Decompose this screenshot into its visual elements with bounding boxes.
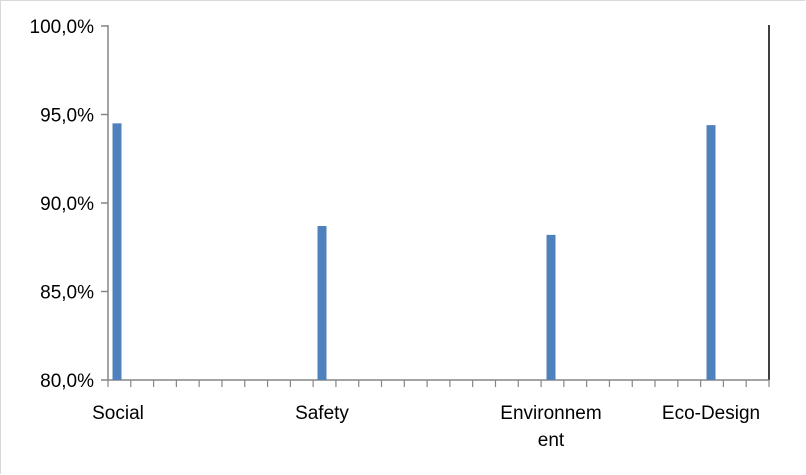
x-category-label: Eco-Design (662, 403, 760, 424)
labels: 80,0% 85,0% 90,0% 95,0% 100,0% Social Safety En… (30, 17, 761, 451)
y-tick-label: 80,0% (40, 371, 94, 392)
y-tick-label: 95,0% (40, 106, 94, 127)
axes (101, 25, 770, 387)
bar-social (112, 123, 122, 380)
x-category-label: Environnem (500, 403, 601, 424)
x-category-label: Social (92, 403, 144, 424)
bar-safety (317, 226, 327, 380)
bar-environnement (546, 234, 556, 380)
y-tick-label: 90,0% (40, 194, 94, 215)
x-category-label: Safety (295, 403, 349, 424)
y-tick-label: 85,0% (40, 283, 94, 304)
bar-eco-design (706, 125, 716, 381)
y-tick-label: 100,0% (30, 17, 95, 38)
x-category-label: ent (538, 430, 565, 451)
bars (112, 123, 716, 381)
